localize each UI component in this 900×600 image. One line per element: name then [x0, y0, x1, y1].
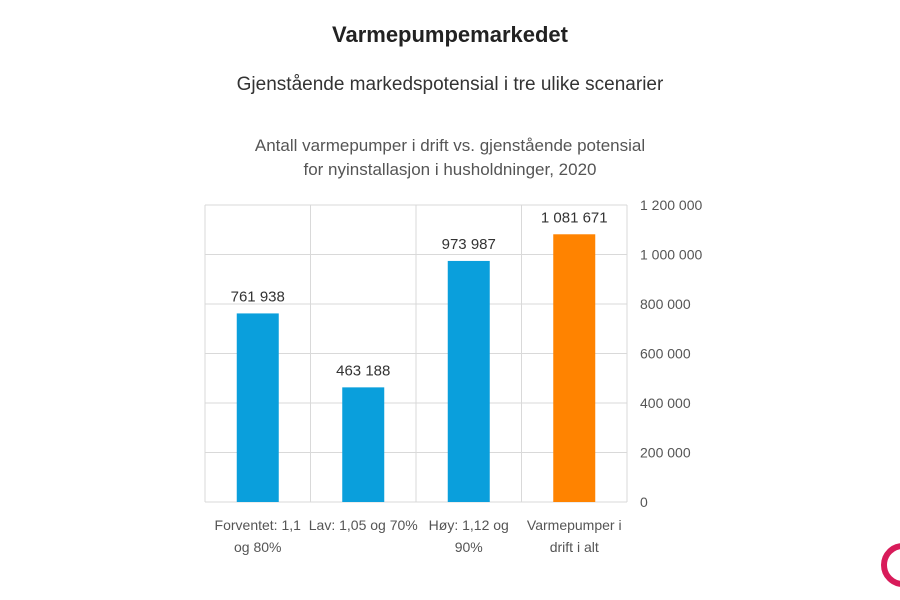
- chart-title-line-2: for nyinstallasjon i husholdninger, 2020: [303, 160, 597, 179]
- bar: [447, 260, 490, 502]
- page-subtitle: Gjenstående markedspotensial i tre ulike…: [236, 74, 664, 95]
- x-tick-label: 90%: [455, 539, 483, 555]
- y-tick-label: 1 200 000: [640, 197, 702, 213]
- y-tick-label: 800 000: [640, 296, 691, 312]
- x-tick-label: Varmepumper i: [527, 517, 622, 533]
- chart-title: Antall varmepumper i drift vs. gjenståen…: [200, 134, 700, 182]
- data-label: 463 188: [336, 362, 390, 379]
- x-tick-label: Forventet: 1,1: [215, 517, 302, 533]
- bar: [553, 234, 596, 502]
- y-tick-label: 400 000: [640, 395, 691, 411]
- chart-title-line-1: Antall varmepumper i drift vs. gjenståen…: [254, 136, 646, 155]
- page-title: Varmepumpemarkedet: [332, 22, 568, 47]
- data-label: 761 938: [231, 288, 285, 305]
- x-tick-label: Høy: 1,12 og: [429, 517, 509, 533]
- x-tick-label: og 80%: [234, 539, 281, 555]
- y-tick-label: 1 000 000: [640, 247, 702, 263]
- bar: [236, 313, 279, 502]
- x-tick-label: drift i alt: [550, 539, 599, 555]
- y-tick-label: 600 000: [640, 346, 691, 362]
- data-label: 973 987: [442, 236, 496, 253]
- bar: [342, 387, 385, 502]
- y-tick-label: 0: [640, 494, 648, 510]
- x-tick-label: Lav: 1,05 og 70%: [309, 517, 418, 533]
- data-label: 1 081 671: [541, 209, 608, 226]
- y-tick-label: 200 000: [640, 445, 691, 461]
